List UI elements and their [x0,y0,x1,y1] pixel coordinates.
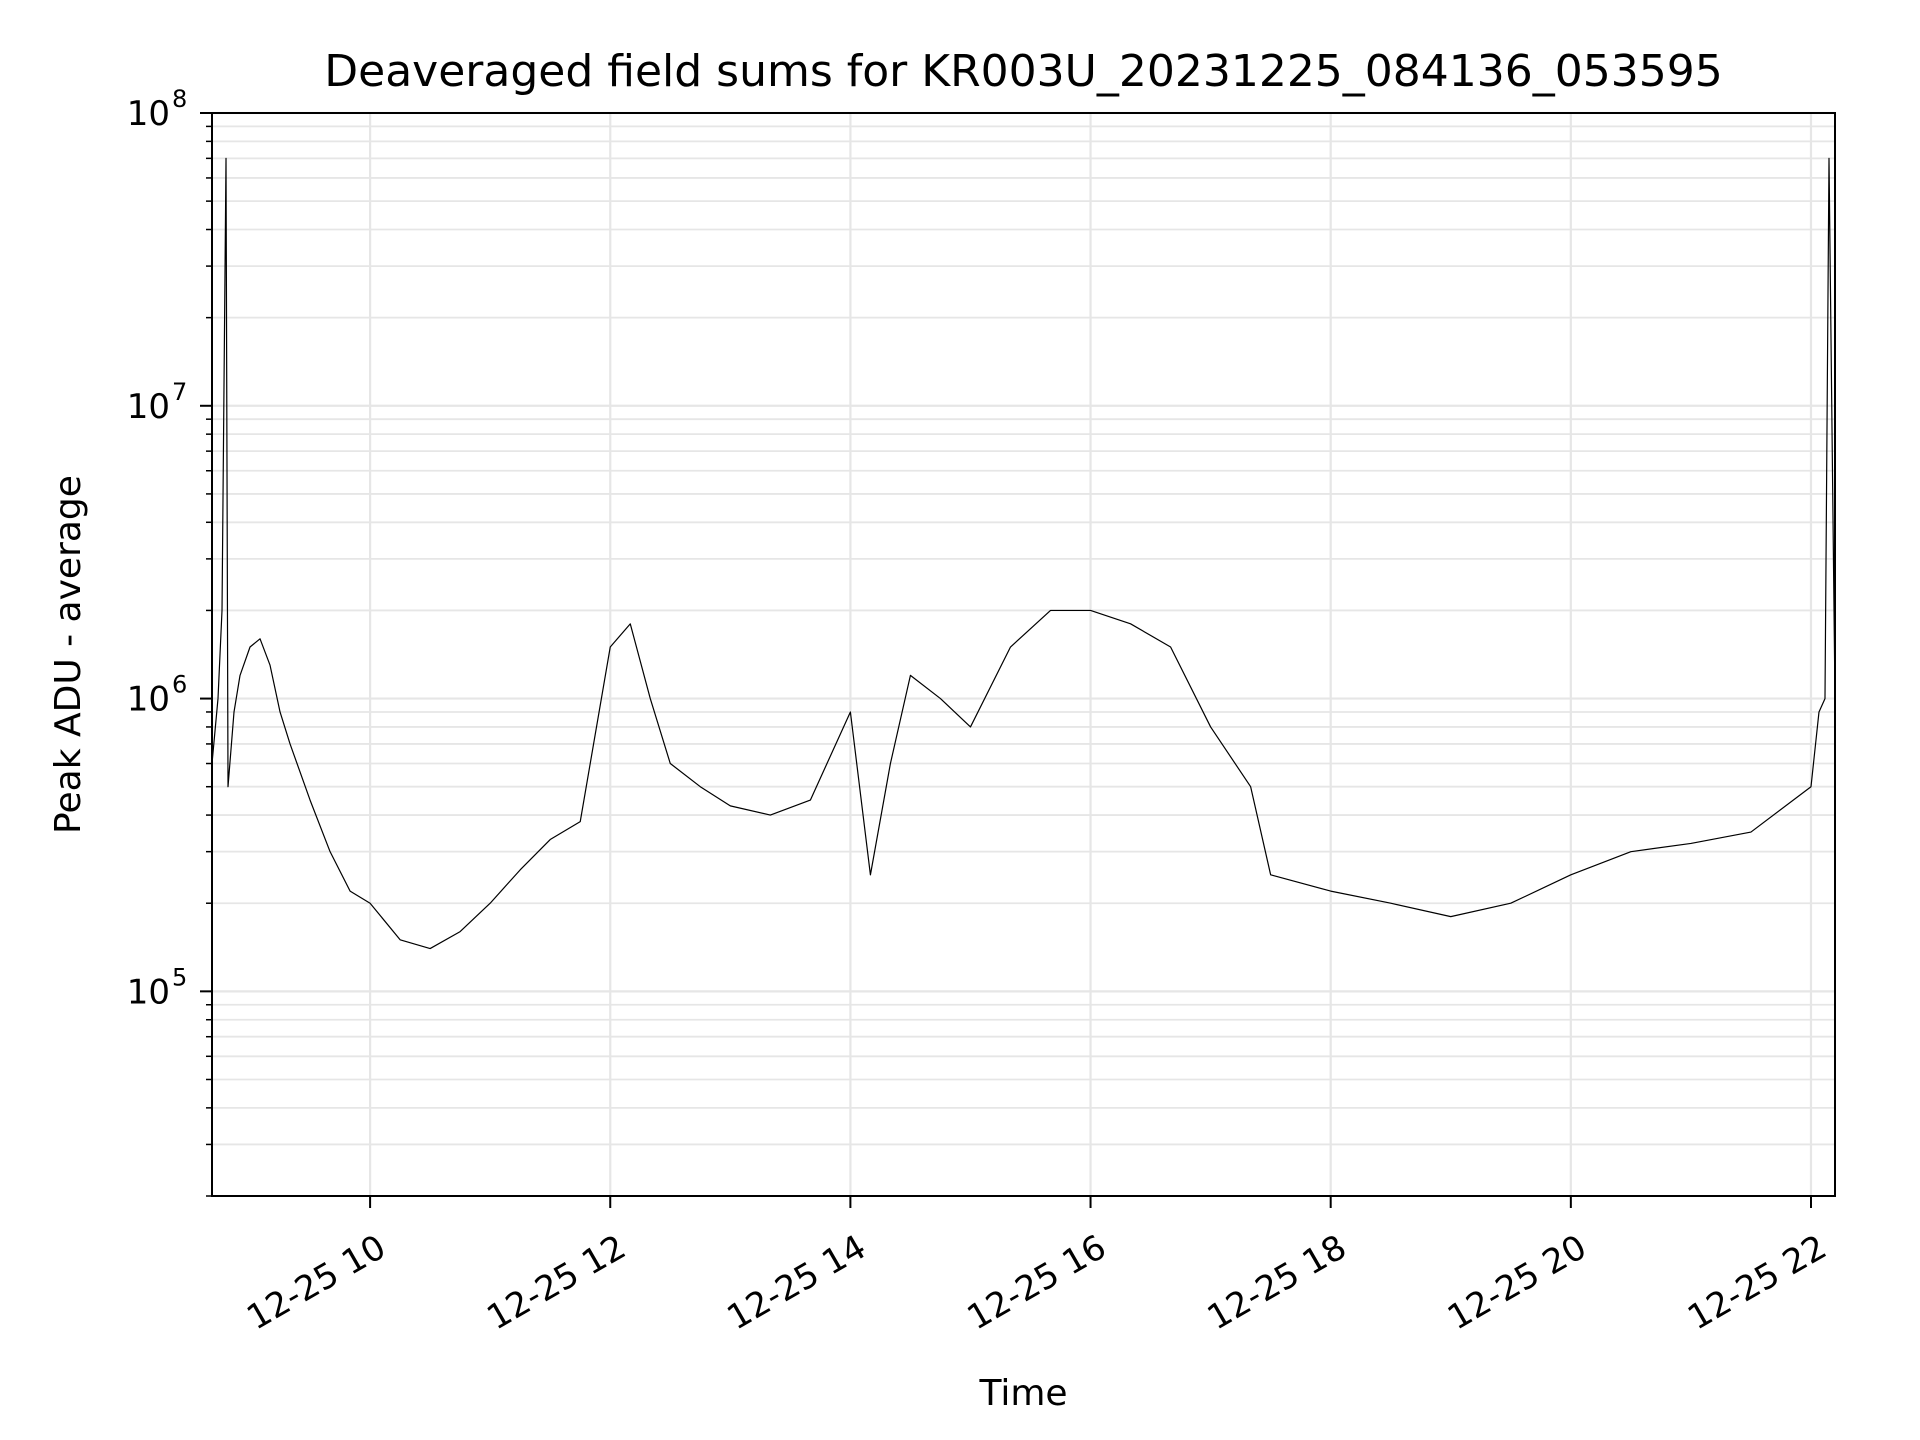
plot-frame [211,112,1836,1197]
x-tick-label: 12-25 16 [961,1227,1113,1338]
y-tick-label: 10 [127,972,170,1012]
y-tick-label: 10 [127,680,170,720]
y-tick-label: 10 [127,94,170,134]
x-tick-label: 12-25 14 [720,1227,872,1338]
y-tick-exponent: 8 [172,85,187,113]
y-tick-exponent: 7 [172,378,187,406]
x-tick-label: 12-25 20 [1441,1227,1593,1338]
y-axis-label: Peak ADU - average [48,475,89,834]
series-line [211,157,1836,950]
x-axis-label: Time [978,1373,1067,1414]
x-axis: 12-25 10 12-25 12 12-25 14 12-25 16 12-25 18… [240,1196,1833,1338]
chart-title: Deaveraged field sums for KR003U_2023122… [324,46,1722,97]
x-tick-label: 12-25 12 [480,1227,632,1338]
grid-lines [212,111,1835,1197]
x-tick-label: 12-25 10 [240,1227,392,1338]
x-tick-label: 12-25 22 [1681,1227,1833,1338]
y-tick-label: 10 [127,387,170,427]
x-tick-label: 12-25 18 [1201,1227,1353,1338]
y-tick-exponent: 5 [172,963,187,991]
y-tick-exponent: 6 [172,671,187,699]
